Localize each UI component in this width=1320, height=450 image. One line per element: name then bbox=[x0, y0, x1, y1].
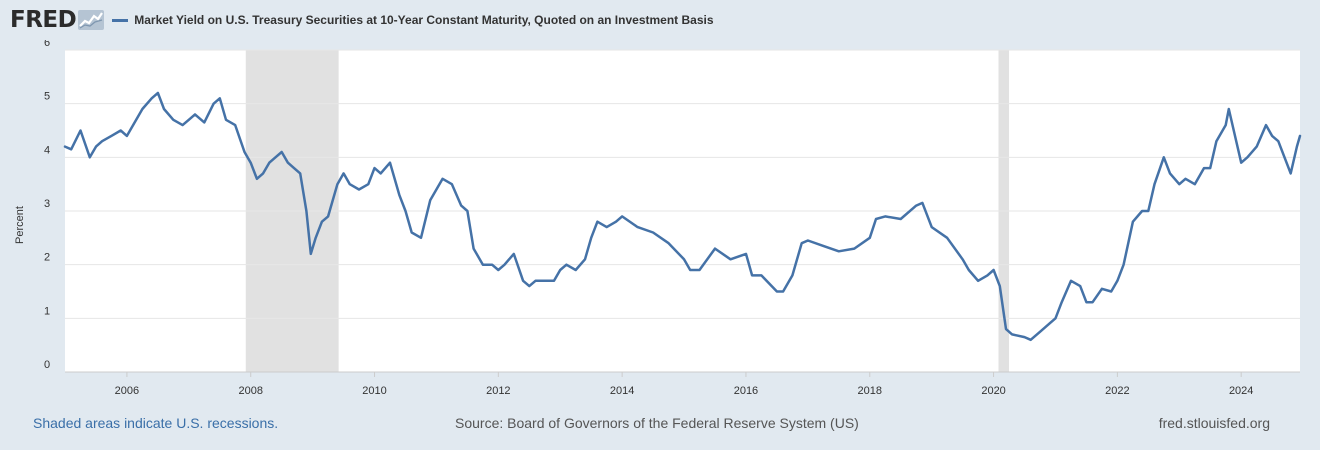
y-tick-label: 3 bbox=[44, 198, 50, 210]
y-tick-label: 2 bbox=[44, 252, 50, 264]
x-tick-label: 2008 bbox=[238, 385, 262, 397]
x-tick-label: 2016 bbox=[734, 385, 758, 397]
x-tick-label: 2006 bbox=[115, 385, 139, 397]
y-tick-label: 1 bbox=[44, 305, 50, 317]
y-tick-label: 5 bbox=[44, 91, 50, 103]
chart-header: FRED Market Yield on U.S. Treasury Secur… bbox=[10, 6, 714, 34]
fred-logo[interactable]: FRED bbox=[10, 7, 77, 33]
series-line-0 bbox=[63, 91, 1302, 342]
y-tick-label: 6 bbox=[44, 40, 50, 49]
x-axis: 2006 2008 2010 2012 2014 2016 2018 2020 2022 2024 bbox=[65, 371, 1300, 397]
y-tick-label: 0 bbox=[44, 359, 50, 371]
gridlines bbox=[65, 49, 1300, 319]
x-tick-label: 2018 bbox=[858, 385, 882, 397]
x-tick-label: 2012 bbox=[486, 385, 510, 397]
x-tick-label: 2020 bbox=[981, 385, 1005, 397]
y-axis: 0 1 2 3 4 5 6 bbox=[44, 37, 50, 371]
chart-footer: Shaded areas indicate U.S. recessions. S… bbox=[0, 415, 1320, 435]
y-axis-label: Percent bbox=[14, 206, 26, 244]
x-tick-label: 2010 bbox=[362, 385, 386, 397]
y-tick-label: 4 bbox=[44, 144, 50, 156]
yield-chart: 0 1 2 3 4 5 6 2006 2008 2010 2012 2014 2016 2018 2020… bbox=[14, 37, 1302, 397]
x-tick-label: 2024 bbox=[1229, 385, 1253, 397]
source-text: Source: Board of Governors of the Federa… bbox=[455, 415, 859, 431]
x-tick-label: 2014 bbox=[610, 385, 634, 397]
recession-note: Shaded areas indicate U.S. recessions. bbox=[33, 415, 279, 431]
chart-line-icon bbox=[78, 10, 105, 30]
legend-series-name: Market Yield on U.S. Treasury Securities… bbox=[134, 13, 714, 27]
x-tick-label: 2022 bbox=[1105, 385, 1129, 397]
series-layer bbox=[63, 91, 1302, 342]
chart-area: 0 1 2 3 4 5 6 2006 2008 2010 2012 2014 2016 2018 2020… bbox=[0, 37, 1320, 415]
legend-swatch bbox=[112, 18, 129, 22]
site-link[interactable]: fred.stlouisfed.org bbox=[1158, 415, 1270, 431]
